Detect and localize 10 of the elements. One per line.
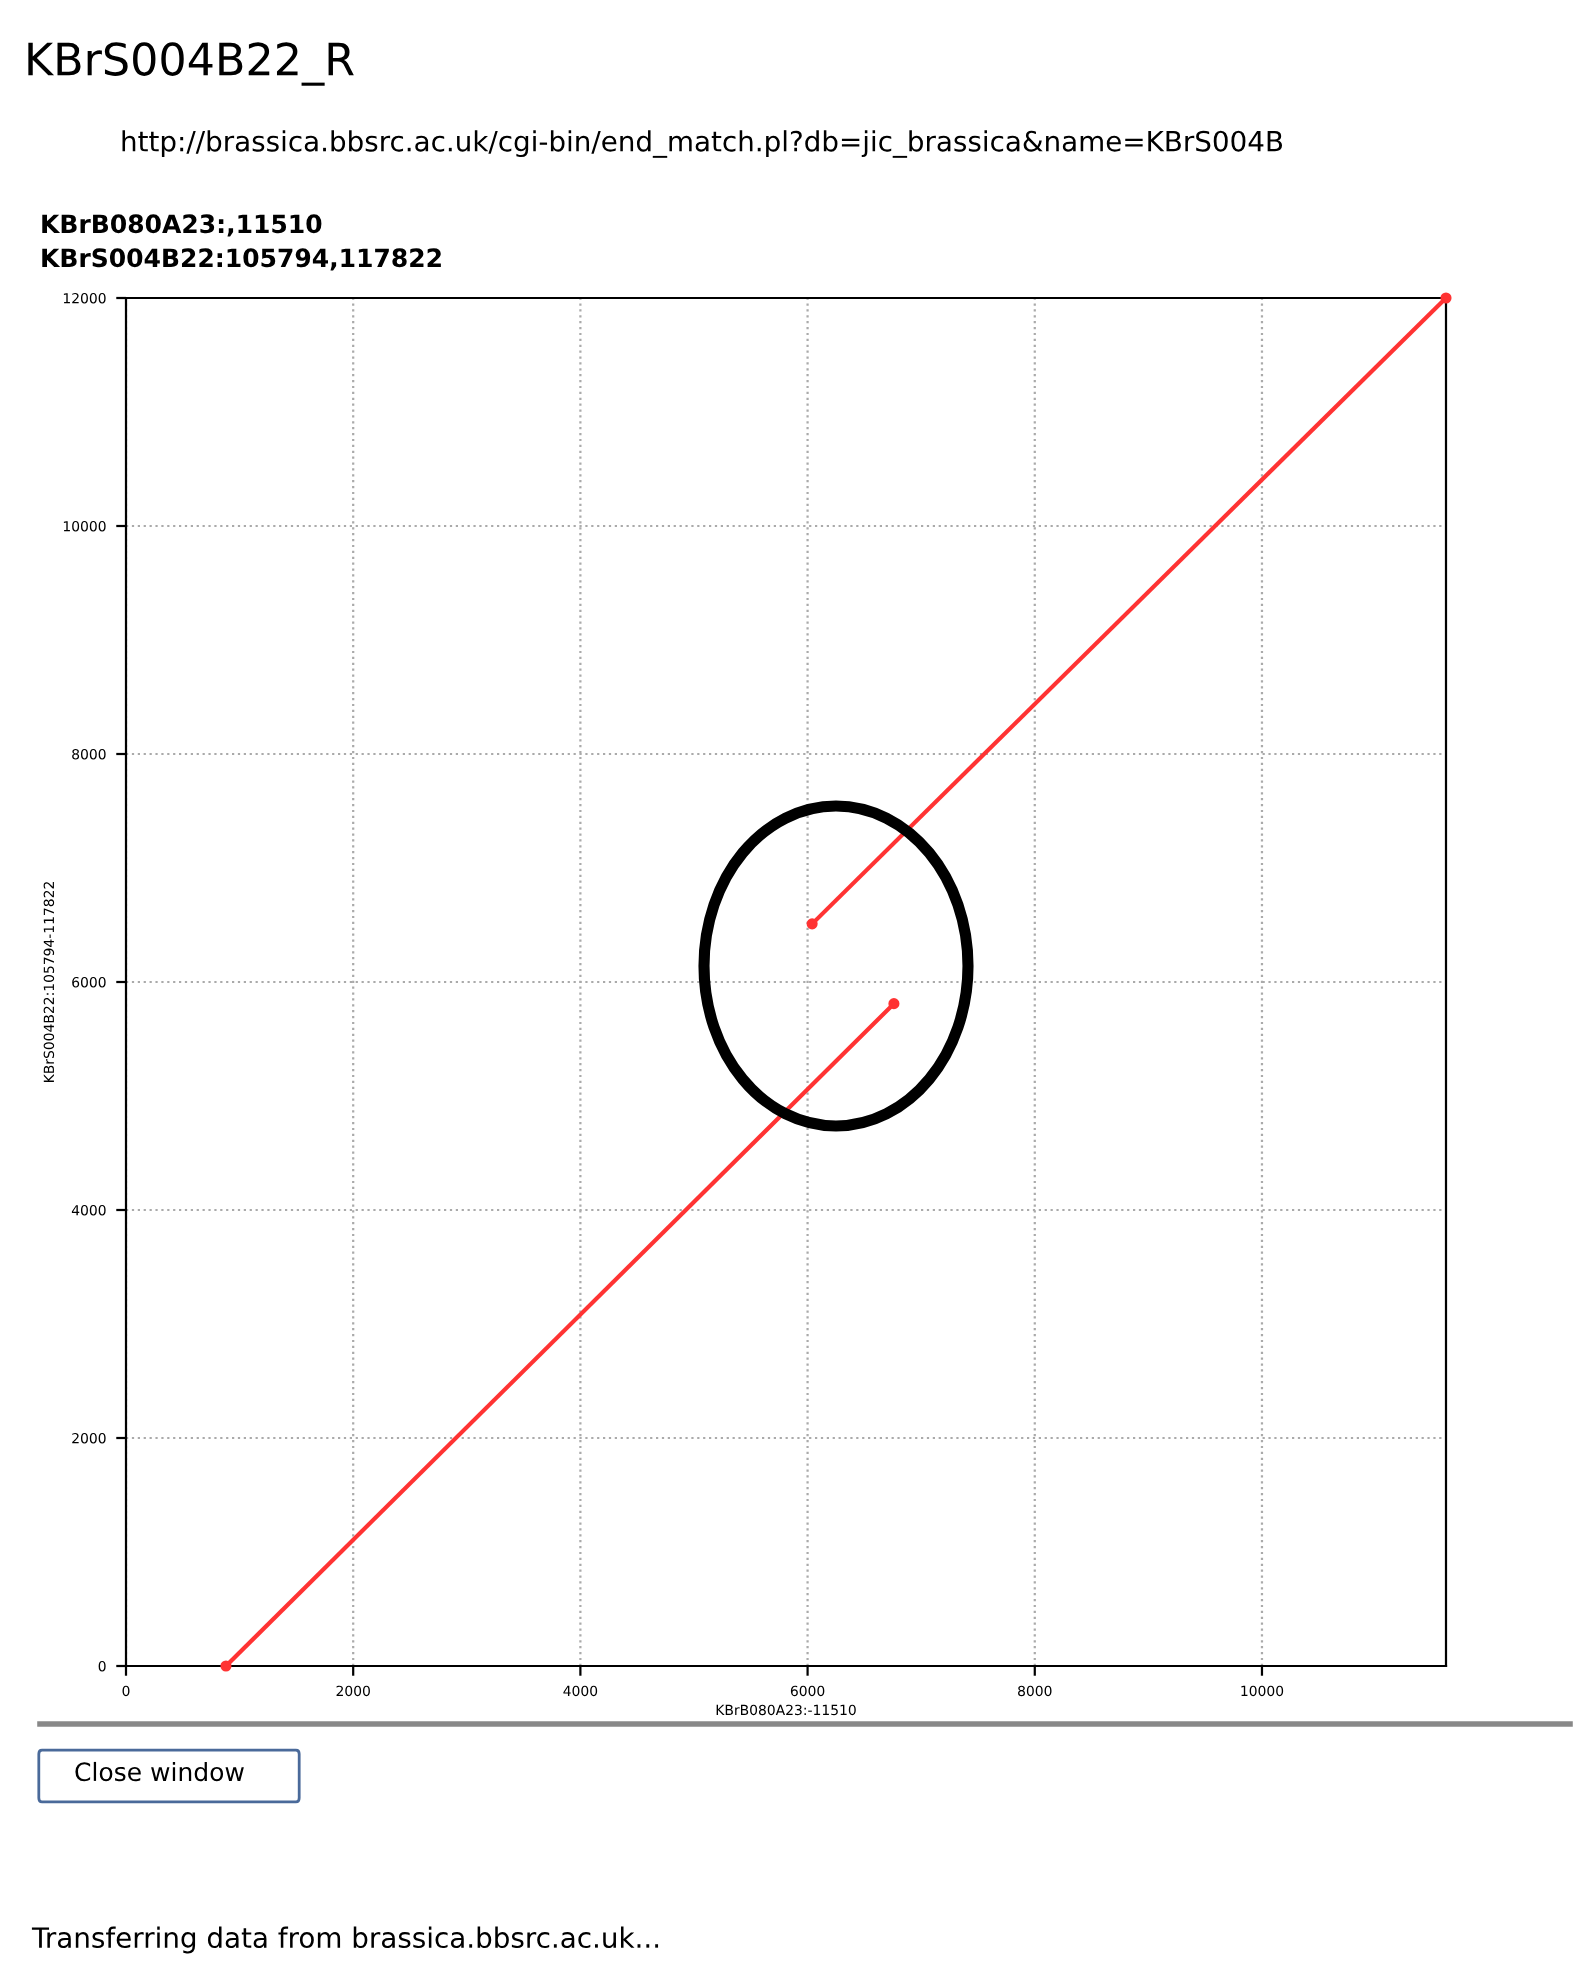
text: http://brassica.bbsrc.ac.uk/cgi-bin/end_match.pl?db=jic_brassica&name=KBrS004B bbox=[122, 130, 1283, 158]
text: Close window bbox=[75, 1761, 244, 1782]
text: Transferring data from brassica.bbsrc.ac.uk... bbox=[31, 1926, 659, 1954]
point bbox=[1440, 292, 1452, 304]
chart-title: KBrB080A23:,11510 bbox=[42, 214, 322, 237]
chart-subtitle: KBrS004B22:105794,117822 bbox=[42, 248, 441, 271]
text: KBrS004B22_R bbox=[28, 42, 354, 86]
point bbox=[220, 1660, 232, 1672]
point bbox=[806, 918, 818, 930]
point bbox=[888, 998, 900, 1010]
